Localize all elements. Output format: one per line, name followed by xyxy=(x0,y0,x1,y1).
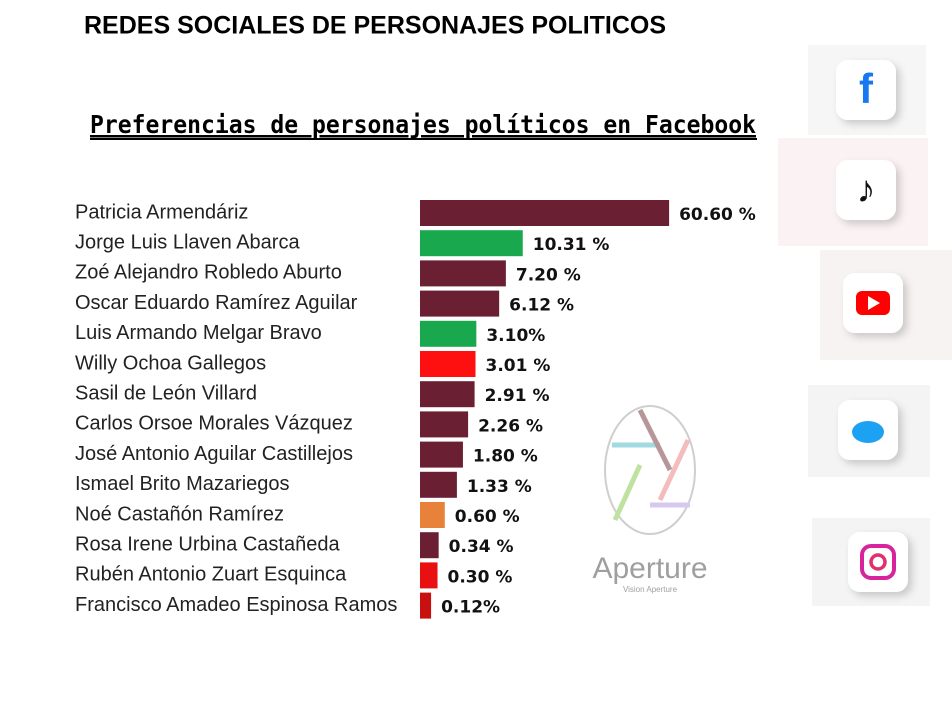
instagram-glyph xyxy=(860,544,896,580)
value-label: 3.01 % xyxy=(486,356,551,376)
bar xyxy=(420,290,500,317)
tiktok-icon xyxy=(836,160,896,220)
watermark-text: Aperture xyxy=(592,552,707,585)
bar xyxy=(420,320,477,347)
instagram-lens xyxy=(869,553,887,571)
value-label: 0.30 % xyxy=(448,567,513,587)
value-label: 0.34 % xyxy=(449,537,514,557)
value-label: 10.31 % xyxy=(533,235,610,255)
bar xyxy=(420,260,506,287)
category-label: Ismael Brito Mazariegos xyxy=(75,473,290,495)
watermark-ring xyxy=(604,405,696,535)
bar xyxy=(420,471,457,498)
bar xyxy=(420,532,439,559)
category-label: Noé Castañón Ramírez xyxy=(75,503,284,525)
value-label: 2.26 % xyxy=(478,416,543,436)
tiktok-glyph: ♪ xyxy=(857,169,876,211)
category-label: Jorge Luis Llaven Abarca xyxy=(75,231,300,253)
value-label: 2.91 % xyxy=(485,386,550,406)
category-label: Sasil de León Villard xyxy=(75,382,257,404)
category-label: Rosa Irene Urbina Castañeda xyxy=(75,533,340,555)
category-label: Zoé Alejandro Robledo Aburto xyxy=(75,262,342,284)
value-label: 6.12 % xyxy=(509,296,574,316)
value-label: 0.12% xyxy=(441,598,500,618)
value-label: 0.60 % xyxy=(455,507,520,527)
chart-title: REDES SOCIALES DE PERSONAJES POLITICOS xyxy=(84,12,666,40)
value-label: 3.10% xyxy=(486,326,545,346)
value-label: 60.60 % xyxy=(679,205,756,225)
bar xyxy=(420,200,670,226)
category-label: José Antonio Aguilar Castillejos xyxy=(75,443,353,465)
bar xyxy=(420,441,463,468)
watermark-blade xyxy=(612,463,643,522)
instagram-icon xyxy=(848,532,908,592)
watermark-bg xyxy=(602,405,698,595)
watermark-blade xyxy=(657,438,691,502)
facebook-icon xyxy=(836,60,896,120)
value-label: 7.20 % xyxy=(516,265,581,285)
value-label: 1.33 % xyxy=(467,477,532,497)
bar xyxy=(420,411,469,438)
twitter-glyph xyxy=(852,421,884,443)
youtube-play xyxy=(868,296,880,310)
facebook-glyph: f xyxy=(859,65,874,112)
watermark-subtext: Vision Aperture xyxy=(623,585,678,594)
bar xyxy=(420,502,445,528)
bar xyxy=(420,592,432,619)
bar xyxy=(420,351,476,377)
category-label: Oscar Eduardo Ramírez Aguilar xyxy=(75,292,358,314)
bar xyxy=(420,562,438,589)
watermark-blade xyxy=(637,408,673,472)
category-label: Rubén Antonio Zuart Esquinca xyxy=(75,564,347,586)
value-label: 1.80 % xyxy=(473,447,538,467)
bar xyxy=(420,230,523,257)
chart-subtitle: Preferencias de personajes políticos en … xyxy=(90,110,756,139)
category-label: Patricia Armendáriz xyxy=(75,201,248,223)
bar xyxy=(420,381,475,408)
category-label: Willy Ochoa Gallegos xyxy=(75,352,266,374)
watermark: Aperture Vision Aperture xyxy=(592,405,708,595)
category-label: Luis Armando Melgar Bravo xyxy=(75,322,322,344)
social-icons: f ♪ xyxy=(778,45,952,606)
category-label: Carlos Orsoe Morales Vázquez xyxy=(75,413,353,435)
category-label: Francisco Amadeo Espinosa Ramos xyxy=(75,594,397,616)
